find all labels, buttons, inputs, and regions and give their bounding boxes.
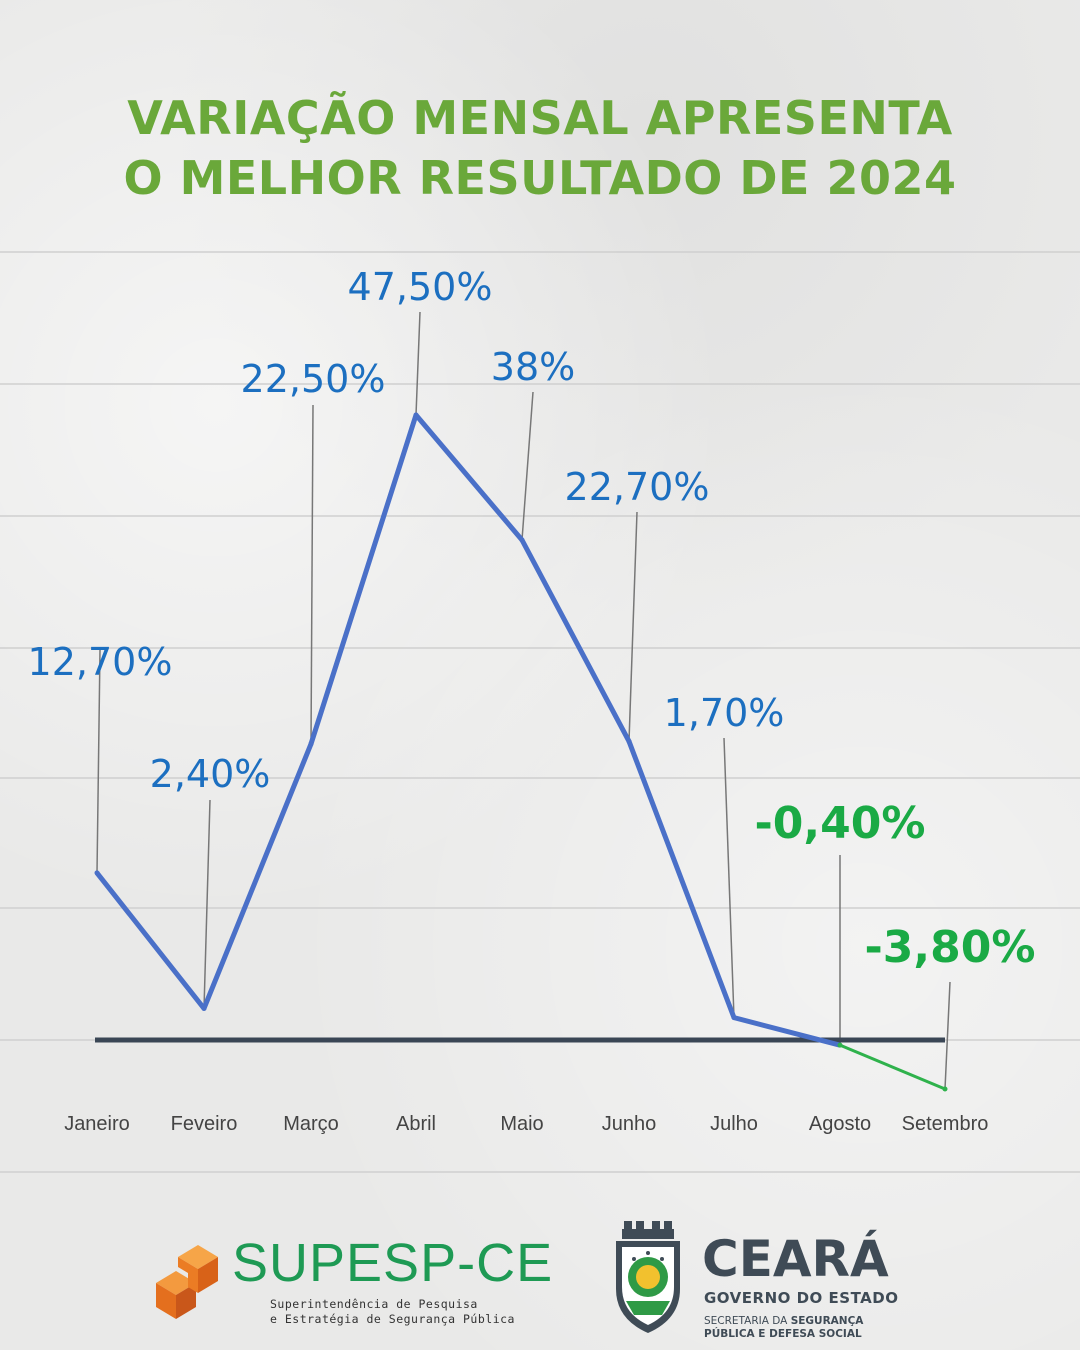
x-tick-label-junho: Junho [602, 1113, 657, 1135]
line-chart: 12,70% 2,40% 22,50% 47,50% 38% 22,70% 1,70% -0,… [0, 251, 1080, 1173]
data-point-março [308, 741, 314, 747]
leader-line-maio [521, 391, 534, 541]
data-label-agosto: -0,40% [755, 798, 926, 849]
data-point-junho [626, 738, 632, 744]
grid-lines [0, 251, 1080, 1173]
x-tick-label-maio: Maio [500, 1113, 543, 1135]
data-label-maio: 38% [491, 345, 575, 389]
x-tick-label-março: Março [283, 1113, 339, 1135]
ceara-coat-of-arms-icon [616, 1221, 680, 1333]
title-line-1: VARIAÇÃO MENSAL APRESENTA [127, 91, 953, 145]
data-point-julho [731, 1015, 737, 1021]
data-label-setembro: -3,80% [865, 922, 1036, 973]
ceara-name: CEARÁ [702, 1230, 889, 1288]
data-point-agosto [837, 1042, 843, 1048]
data-point-setembro [942, 1086, 948, 1092]
x-tick-label-feveiro: Feveiro [171, 1113, 238, 1135]
data-label-janeiro: 12,70% [28, 640, 173, 684]
x-tick-label-agosto: Agosto [809, 1113, 871, 1135]
title-line-2: O MELHOR RESULTADO DE 2024 [123, 151, 957, 205]
data-point-feveiro [201, 1005, 207, 1011]
supesp-logo-icon [156, 1245, 218, 1319]
page-title: VARIAÇÃO MENSAL APRESENTA O MELHOR RESUL… [0, 88, 1080, 208]
x-tick-label-julho: Julho [710, 1113, 758, 1135]
leader-line-julho [723, 737, 735, 1018]
data-point-abril [413, 412, 419, 418]
x-tick-label-setembro: Setembro [902, 1113, 989, 1135]
supesp-subtitle-line-1: Superintendência de Pesquisa [270, 1297, 478, 1311]
footer: SUPESP-CE Superintendência de Pesquisa e… [0, 1215, 1080, 1350]
supesp-subtitle: Superintendência de Pesquisa e Estratégi… [270, 1297, 515, 1327]
ceara-secretariat-bold: SEGURANÇA [790, 1315, 864, 1327]
data-labels: 12,70% 2,40% 22,50% 47,50% 38% 22,70% 1,70% -0,… [28, 265, 1036, 973]
data-label-março: 22,50% [241, 357, 386, 401]
leader-line-janeiro [96, 649, 101, 873]
data-label-abril: 47,50% [348, 265, 493, 309]
series-line-negative [839, 1043, 946, 1091]
series-lines [94, 412, 948, 1092]
data-label-feveiro: 2,40% [150, 752, 271, 796]
series-line-positive [95, 412, 841, 1048]
x-tick-label-janeiro: Janeiro [64, 1113, 130, 1135]
leader-line-março [310, 404, 314, 744]
ceara-secretariat: SECRETARIA DA SEGURANÇA PÚBLICA E DEFESA… [704, 1315, 863, 1341]
data-label-julho: 1,70% [664, 691, 785, 735]
leader-line-abril [415, 311, 421, 416]
ceara-secretariat-prefix: SECRETARIA DA [704, 1315, 791, 1327]
leader-line-feveiro [203, 799, 211, 1009]
supesp-name: SUPESP-CE [232, 1233, 554, 1293]
leader-line-junho [628, 511, 638, 742]
x-tick-labels: Janeiro Feveiro Março Abril Maio Junho Julho Ag… [64, 1113, 988, 1135]
data-point-maio [519, 537, 525, 543]
supesp-subtitle-line-2: e Estratégia de Segurança Pública [270, 1312, 515, 1326]
data-point-janeiro [94, 870, 100, 876]
leader-lines [96, 311, 951, 1090]
ceara-secretariat-line-2: PÚBLICA E DEFESA SOCIAL [704, 1328, 862, 1340]
x-tick-label-abril: Abril [396, 1113, 436, 1135]
leader-line-setembro [944, 981, 951, 1090]
ceara-government: GOVERNO DO ESTADO [704, 1289, 899, 1307]
data-label-junho: 22,70% [565, 465, 710, 509]
